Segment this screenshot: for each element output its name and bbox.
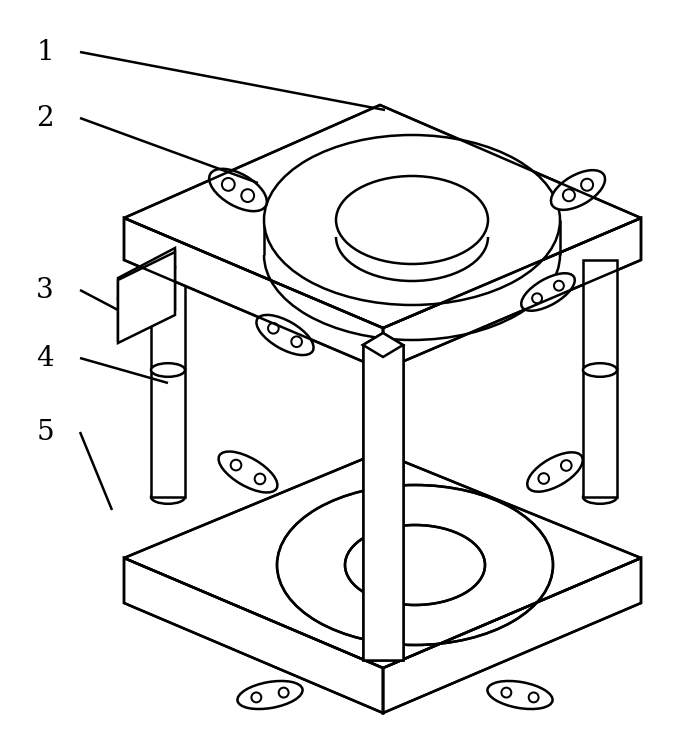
Ellipse shape bbox=[488, 681, 553, 709]
Polygon shape bbox=[124, 105, 641, 328]
Ellipse shape bbox=[583, 363, 617, 377]
Circle shape bbox=[230, 460, 241, 470]
Ellipse shape bbox=[336, 176, 488, 264]
Polygon shape bbox=[583, 370, 617, 497]
Text: 2: 2 bbox=[36, 105, 54, 131]
Polygon shape bbox=[124, 218, 383, 370]
Text: 1: 1 bbox=[36, 38, 54, 66]
Polygon shape bbox=[118, 268, 175, 340]
Text: 3: 3 bbox=[36, 277, 54, 303]
Circle shape bbox=[539, 473, 549, 484]
Circle shape bbox=[563, 189, 575, 201]
Circle shape bbox=[529, 692, 539, 703]
Polygon shape bbox=[118, 248, 175, 298]
Polygon shape bbox=[383, 218, 641, 370]
Polygon shape bbox=[363, 333, 403, 357]
Polygon shape bbox=[583, 260, 617, 368]
Polygon shape bbox=[118, 252, 175, 343]
Polygon shape bbox=[363, 333, 403, 357]
Circle shape bbox=[255, 474, 265, 484]
Circle shape bbox=[279, 688, 289, 697]
Circle shape bbox=[501, 688, 511, 697]
Ellipse shape bbox=[151, 363, 185, 377]
Ellipse shape bbox=[151, 490, 185, 504]
Polygon shape bbox=[363, 345, 403, 660]
Ellipse shape bbox=[209, 169, 267, 211]
Circle shape bbox=[554, 280, 564, 291]
Polygon shape bbox=[363, 345, 403, 660]
Circle shape bbox=[222, 178, 235, 191]
Polygon shape bbox=[124, 452, 641, 668]
Polygon shape bbox=[151, 260, 185, 368]
Ellipse shape bbox=[551, 170, 605, 210]
Ellipse shape bbox=[264, 135, 560, 305]
Circle shape bbox=[268, 323, 279, 334]
Circle shape bbox=[561, 461, 571, 471]
Polygon shape bbox=[383, 558, 641, 713]
Text: 4: 4 bbox=[36, 345, 54, 371]
Circle shape bbox=[292, 337, 302, 347]
Ellipse shape bbox=[583, 490, 617, 504]
Circle shape bbox=[251, 692, 261, 703]
Circle shape bbox=[241, 189, 254, 202]
Ellipse shape bbox=[219, 452, 277, 492]
Circle shape bbox=[532, 294, 542, 303]
Ellipse shape bbox=[257, 315, 314, 355]
Ellipse shape bbox=[521, 273, 575, 311]
Ellipse shape bbox=[237, 681, 303, 709]
Circle shape bbox=[581, 179, 593, 190]
Polygon shape bbox=[151, 370, 185, 497]
Text: 5: 5 bbox=[36, 418, 54, 446]
Polygon shape bbox=[124, 558, 383, 713]
Ellipse shape bbox=[528, 452, 582, 492]
